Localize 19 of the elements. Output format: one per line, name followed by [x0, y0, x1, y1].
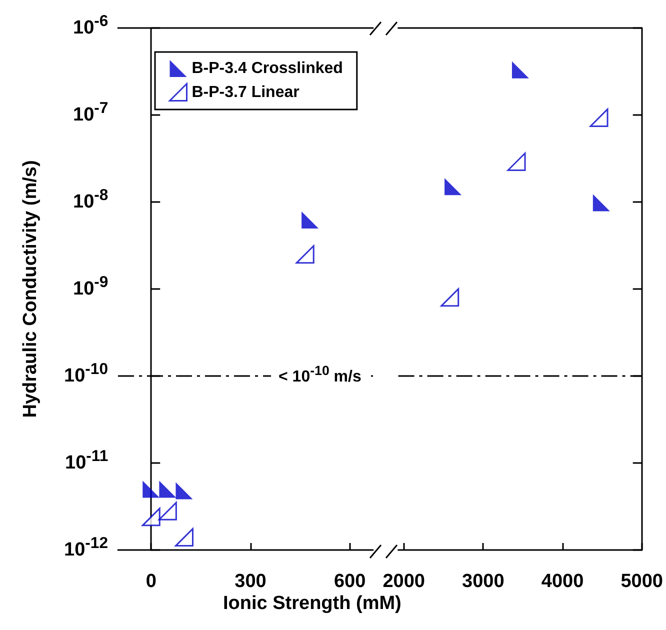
y-tick-label: 10$^{-10}$ [64, 360, 108, 386]
y-tick-label: 10$^{-7}$ [73, 100, 108, 125]
legend-label: B-P-3.4 Crosslinked [192, 60, 343, 77]
x-tick-label: 3000 [462, 571, 504, 592]
x-tick-label: 2000 [382, 571, 425, 592]
y-tick-label: 10$^{-11}$ [65, 448, 108, 473]
y-tick-label: 10$^{-12}$ [64, 534, 108, 560]
y-tick-label: 10$^{-8}$ [73, 186, 108, 212]
x-axis-title: Ionic Strength (mM) [223, 593, 402, 614]
y-axis-title: Hydraulic Conductivity (m/s) [20, 160, 41, 418]
x-tick-label: 0 [146, 571, 156, 592]
ref-line-label: < 10$^{-10}$ m/s [270, 362, 370, 385]
legend-label: B-P-3.7 Linear [192, 84, 300, 101]
x-tick-label: 5000 [620, 571, 664, 592]
x-tick-label: 600 [334, 571, 366, 592]
x-tick-label: 4000 [541, 571, 584, 592]
y-tick-label: 10$^{-6}$ [73, 12, 108, 38]
x-tick-label: 300 [234, 571, 266, 592]
y-tick-label: 10$^{-9}$ [73, 274, 108, 299]
